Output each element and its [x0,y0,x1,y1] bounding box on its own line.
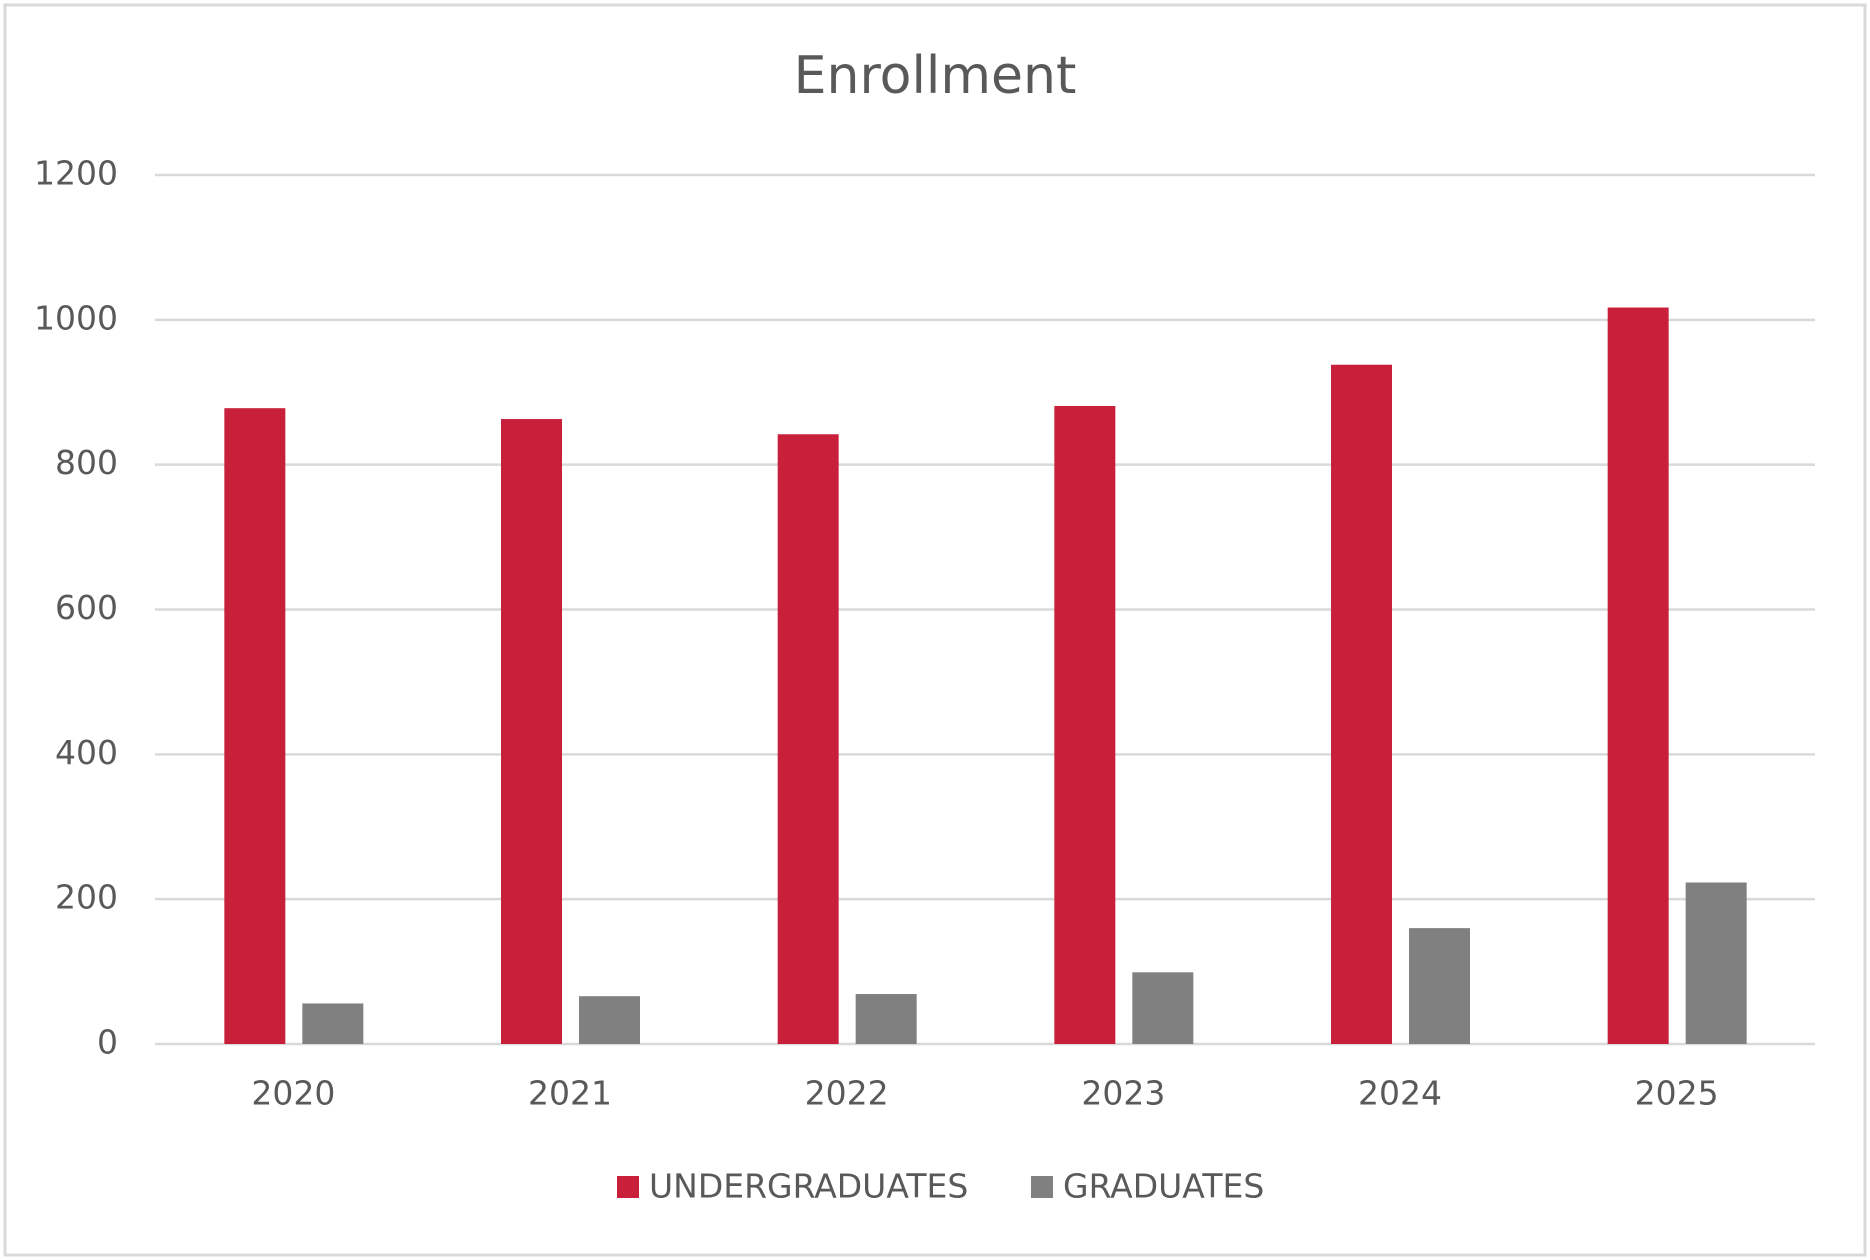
legend-label: UNDERGRADUATES [649,1167,968,1206]
x-tick-label: 2022 [805,1074,889,1113]
bar [1685,882,1747,1044]
y-tick-label: 400 [55,733,118,772]
legend-swatch [1031,1176,1053,1198]
bar [1132,972,1194,1044]
y-tick-label: 800 [55,443,118,482]
bar [1054,406,1116,1044]
y-tick-label: 1200 [34,154,118,193]
x-tick-label: 2020 [251,1074,335,1113]
bar [501,419,562,1044]
x-tick-label: 2021 [528,1074,612,1113]
bar [777,434,839,1044]
bar [855,994,917,1044]
chart-border [3,3,1867,1257]
bar [579,996,640,1044]
y-tick-label: 200 [55,878,118,917]
y-tick-label: 1000 [34,298,118,337]
bar [1331,364,1392,1044]
legend-swatch [617,1176,639,1198]
y-tick-label: 0 [97,1023,118,1062]
x-tick-label: 2025 [1635,1074,1719,1113]
bar [1607,307,1669,1045]
x-tick-label: 2024 [1358,1074,1442,1113]
bar [1409,928,1470,1044]
x-tick-label: 2023 [1081,1074,1165,1113]
bar [302,1003,364,1044]
bar [224,408,286,1045]
y-tick-label: 600 [55,588,118,627]
chart-title: Enrollment [794,46,1077,106]
legend-label: GRADUATES [1063,1167,1264,1206]
